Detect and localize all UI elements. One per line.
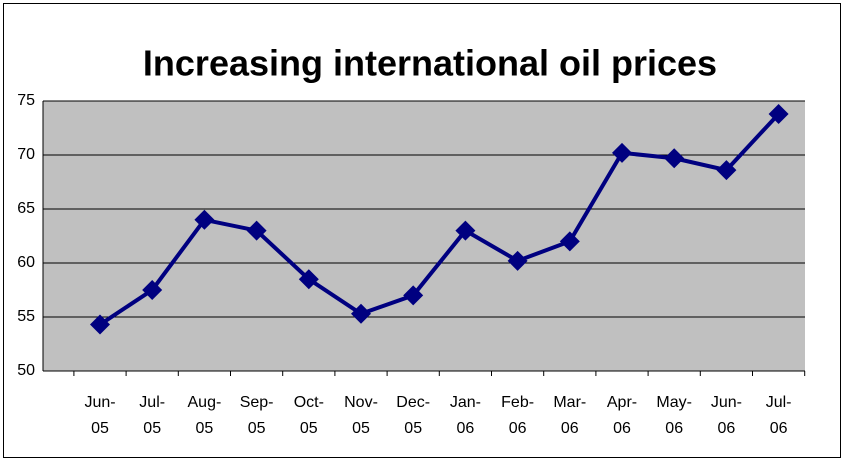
x-tick-label: Apr-06 (607, 394, 637, 437)
x-tick-label: Aug-05 (188, 394, 222, 437)
x-tick-label: Oct-05 (294, 394, 324, 437)
marker (612, 142, 632, 163)
chart-title: Increasing international oil prices (143, 43, 717, 84)
marker (403, 285, 424, 306)
marker (559, 231, 580, 252)
marker (246, 220, 267, 241)
x-tick-label: Jun-05 (84, 394, 115, 437)
marker (455, 220, 476, 241)
x-tick-label: Dec-05 (396, 394, 430, 437)
x-tick-label: Nov-05 (344, 394, 378, 437)
x-tick-label: Sep-05 (240, 394, 274, 437)
marker (298, 269, 319, 290)
marker (716, 160, 737, 181)
x-tick-label: Jun-06 (711, 394, 742, 437)
marker (507, 250, 528, 271)
marker (351, 303, 371, 324)
y-tick-label: 60 (17, 254, 35, 271)
marker (194, 209, 215, 230)
y-tick-label: 55 (17, 308, 35, 325)
y-tick-label: 65 (17, 200, 35, 217)
marker (142, 280, 163, 300)
x-tick-label: Jul-05 (139, 394, 165, 437)
y-tick-label: 70 (17, 146, 35, 163)
x-tick-label: May-06 (656, 394, 692, 437)
plot-area (43, 101, 805, 371)
x-tick-label: Jul-06 (766, 394, 792, 437)
marker (664, 148, 685, 169)
y-tick-label: 75 (17, 92, 35, 109)
x-tick-label: Jan-06 (450, 394, 481, 437)
y-tick-label: 50 (17, 362, 35, 379)
x-tick-label: Feb-06 (501, 394, 534, 437)
marker (90, 314, 110, 335)
marker (768, 103, 789, 124)
x-tick-label: Mar-06 (553, 394, 586, 437)
